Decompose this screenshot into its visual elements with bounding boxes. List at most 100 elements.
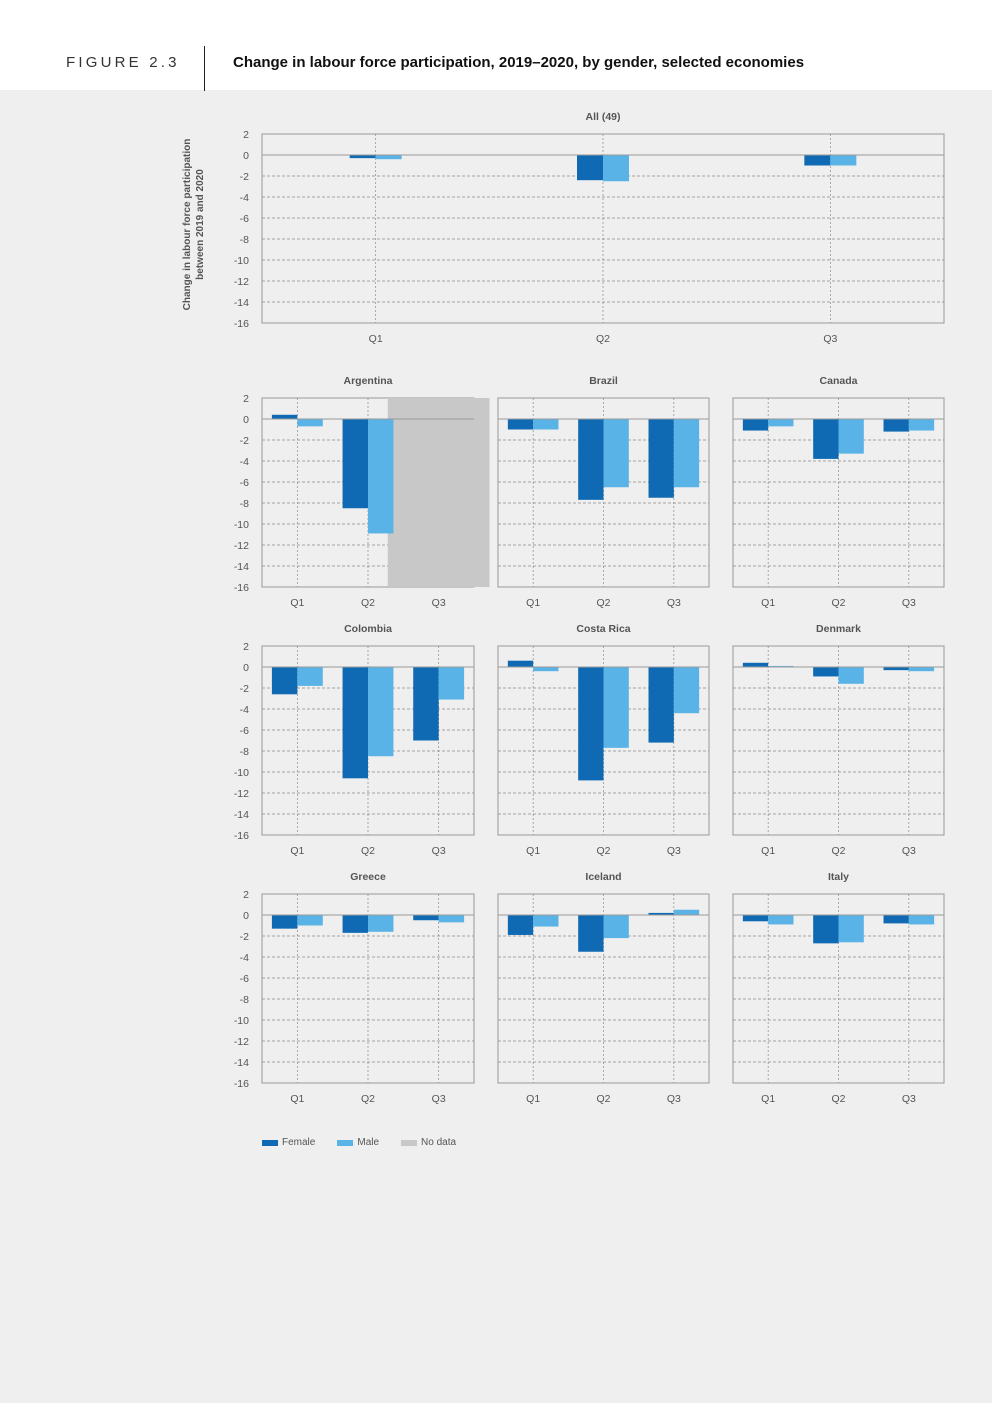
x-tick-label: Q3 [902,845,916,857]
y-tick-label: -14 [234,561,249,573]
bar-costa-rica-female-q3 [648,667,674,743]
bar-italy-male-q3 [908,915,935,925]
bar-argentina-male-q1 [297,419,323,427]
y-tick-label: -10 [234,519,249,531]
x-tick-label: Q1 [526,597,540,609]
bar-greece-male-q2 [368,915,394,932]
chart-title-iceland: Iceland [585,871,621,883]
y-tick-label: 0 [243,910,249,922]
x-tick-label: Q1 [290,845,304,857]
y-tick-label: -12 [234,276,249,288]
bar-colombia-male-q2 [368,667,394,757]
legend-swatch-female [262,1139,278,1146]
x-tick-label: Q2 [831,845,845,857]
x-tick-label: Q3 [667,1093,681,1105]
bar-iceland-male-q2 [603,915,629,939]
chart-title-denmark: Denmark [816,623,861,635]
bar-iceland-male-q1 [533,915,559,927]
x-tick-label: Q1 [761,1093,775,1105]
bar-colombia-female-q1 [271,667,298,695]
y-tick-label: -16 [234,1078,249,1090]
bar-costa-rica-male-q1 [533,667,559,672]
figure-label: FIGURE 2.3 [66,54,180,71]
y-tick-label: -14 [234,809,249,821]
bar-greece-female-q3 [413,915,439,921]
legend-label-male: Male [357,1137,380,1148]
bar-iceland-male-q3 [673,909,700,915]
y-tick-label: -8 [240,498,249,510]
bar-denmark-female-q2 [813,667,839,677]
y-tick-label: 0 [243,150,249,162]
y-tick-label: -2 [240,931,249,943]
x-tick-label: Q1 [290,1093,304,1105]
x-tick-label: Q2 [831,1093,845,1105]
y-tick-label: 2 [243,889,249,901]
bar-italy-female-q2 [813,915,839,944]
chart-title-colombia: Colombia [344,623,392,635]
y-tick-label: 0 [243,662,249,674]
bar-italy-female-q3 [883,915,909,924]
legend-swatch-nodata [401,1139,418,1146]
x-tick-label: Q2 [361,597,375,609]
bar-canada-male-q3 [908,419,935,431]
bar-canada-female-q1 [742,419,769,431]
y-tick-label: 2 [243,641,249,653]
bar-all-49-male-q1 [375,155,402,160]
legend-label-female: Female [282,1137,316,1148]
legend-swatch-male [337,1139,354,1146]
y-tick-label: -8 [240,746,249,758]
bar-canada-female-q3 [883,419,909,432]
page-header: FIGURE 2.3 Change in labour force partic… [0,0,992,91]
y-tick-label: -12 [234,788,249,800]
bar-italy-female-q1 [742,915,769,922]
chart-title-greece: Greece [350,871,386,883]
bar-greece-male-q3 [438,915,465,923]
y-tick-label: -2 [240,683,249,695]
legend-item-female: Female [262,1137,315,1148]
y-tick-label: -2 [240,171,249,183]
bar-canada-male-q1 [768,419,794,427]
y-tick-label: -14 [234,1057,249,1069]
y-tick-label: 0 [243,414,249,426]
y-tick-label: -10 [234,255,249,267]
bar-italy-male-q1 [768,915,794,925]
bar-greece-female-q1 [271,915,298,929]
chart-title-all-49: All (49) [585,111,620,123]
bar-greece-male-q1 [297,915,323,926]
bar-costa-rica-female-q1 [507,660,534,667]
bar-brazil-male-q3 [673,419,700,488]
y-tick-label: -4 [240,192,249,204]
chart-title-argentina: Argentina [343,375,392,387]
bar-brazil-male-q1 [533,419,559,430]
y-tick-label: -12 [234,1036,249,1048]
nodata-bar-argentina-q3 [387,398,490,587]
chart-title-costa-rica: Costa Rica [576,623,630,635]
legend-item-nodata: No data [401,1137,456,1148]
legend-item-male: Male [337,1137,379,1148]
chart-title-canada: Canada [820,375,858,387]
chart-title-brazil: Brazil [589,375,618,387]
bar-argentina-male-q2 [368,419,394,534]
x-tick-label: Q2 [361,845,375,857]
y-tick-label: -10 [234,767,249,779]
bar-all-49-female-q3 [804,155,831,166]
bar-argentina-female-q1 [271,414,298,419]
y-tick-label: -6 [240,973,249,985]
bar-all-49-male-q2 [603,155,629,182]
bar-all-49-female-q2 [577,155,603,181]
y-tick-label: -4 [240,704,249,716]
y-tick-label: -2 [240,435,249,447]
bar-brazil-female-q2 [578,419,604,500]
bar-iceland-female-q1 [507,915,534,935]
y-tick-label: -12 [234,540,249,552]
bar-costa-rica-male-q3 [673,667,700,714]
y-tick-label: -10 [234,1015,249,1027]
x-tick-label: Q2 [596,597,610,609]
header-divider [204,46,205,91]
bar-canada-female-q2 [813,419,839,459]
y-tick-label: -6 [240,725,249,737]
bar-italy-male-q2 [838,915,864,943]
y-tick-label: -8 [240,994,249,1006]
x-tick-label: Q2 [361,1093,375,1105]
x-tick-label: Q3 [432,1093,446,1105]
